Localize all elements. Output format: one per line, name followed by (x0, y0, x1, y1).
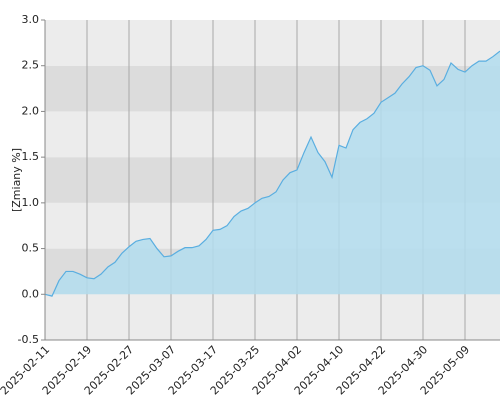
y-tick-label: 3.0 (22, 13, 40, 26)
y-tick-label: 0.5 (22, 242, 40, 255)
y-tick-label: 0.0 (22, 287, 40, 300)
y-axis-label: [Zmiany %] (10, 148, 23, 212)
area (45, 51, 500, 297)
line (44, 50, 500, 297)
y-tick-label: -0.5 (18, 333, 39, 346)
grid-band (45, 20, 500, 66)
y-tick-label: 1.5 (22, 150, 40, 163)
y-tick-label: 2.5 (22, 59, 40, 72)
grid-band (45, 294, 500, 340)
y-tick-label: 2.0 (22, 104, 40, 117)
y-tick-label: 1.0 (22, 196, 40, 209)
